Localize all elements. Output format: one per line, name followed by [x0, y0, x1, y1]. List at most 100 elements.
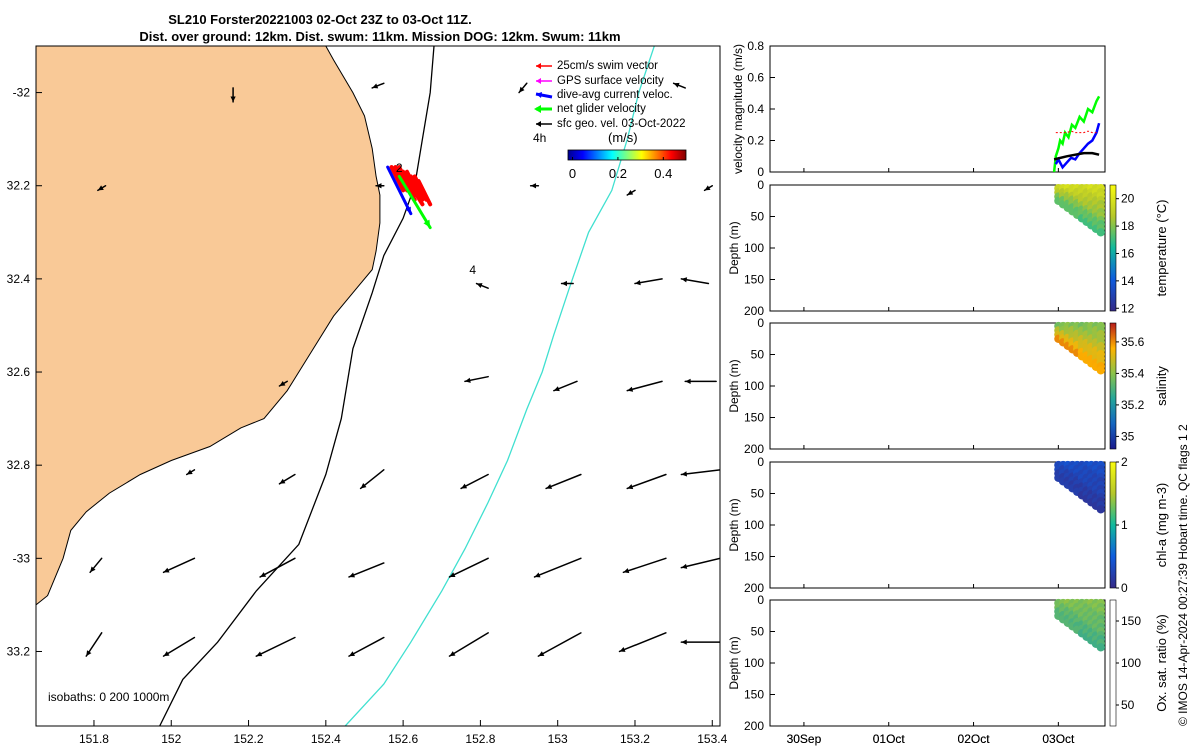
geo-vector-22-shaft	[545, 473, 582, 490]
panel-3-colorbar-label: salinity	[1154, 366, 1169, 406]
panel-3-scatter	[1054, 321, 1106, 375]
panel-4-y-tick-label-2: 100	[744, 518, 764, 532]
panel-2-y-tick-label-1: 50	[751, 210, 765, 224]
geo-vector-11	[634, 278, 663, 286]
map-legend: 25cm/s swim vector GPS surface velocity …	[533, 60, 687, 181]
panel-4-y-label: Depth (m)	[727, 498, 741, 551]
geo-vector-39-shaft	[618, 632, 667, 653]
geo-vector-33-head	[86, 650, 92, 657]
geo-vector-18-head	[186, 469, 193, 475]
legend-arrowhead-dive	[536, 92, 542, 98]
map-cbar-tick-label-2: 0.4	[654, 166, 672, 181]
panel-5-x-tick-label-1: 01Oct	[873, 732, 906, 746]
swim-vector-9-shaft	[408, 183, 425, 207]
panel-3-cbar-tick-label-2: 35.4	[1121, 366, 1145, 380]
geo-vector-32-head	[681, 563, 688, 569]
panel-4-colorbar	[1109, 461, 1117, 589]
panel-2-y-tick-label-2: 100	[744, 241, 764, 255]
track-label-1: 4	[469, 263, 476, 277]
map-x-tick-label-6: 153	[548, 732, 568, 746]
map-x-tick-label-4: 152.6	[388, 732, 418, 746]
geo-vector-28-shaft	[348, 562, 385, 578]
swim-vector-5-head	[419, 195, 423, 200]
panel-3-colorbar	[1109, 322, 1117, 450]
dive-average-current-vectors	[386, 165, 413, 216]
panel-4-cbar-tick-label-0: 0	[1121, 581, 1128, 595]
geo-vector-23-head	[627, 484, 634, 490]
map-y-tick-label-0: -32	[13, 86, 31, 100]
velocity-series-1	[1054, 122, 1101, 170]
legend-arrowhead-gps	[536, 78, 541, 84]
title-line-1: SL210 Forster20221003 02-Oct 23Z to 03-O…	[168, 12, 472, 27]
geo-vector-11-head	[634, 280, 641, 286]
panel-4-cbar-tick-label-1: 1	[1121, 518, 1128, 532]
dive-vector-0-head	[405, 206, 411, 214]
swim-vector-0-head	[399, 186, 404, 191]
geo-vector-39-head	[619, 647, 626, 652]
geo-vector-18	[185, 469, 196, 476]
legend-entry-dive: dive-avg current veloc.	[535, 89, 673, 101]
geo-vector-31	[622, 557, 667, 574]
geo-vector-21	[460, 473, 489, 490]
geo-vector-30-shaft	[533, 557, 582, 578]
geo-vector-9	[475, 282, 489, 289]
panel-1-x-tick-label-2: 02Oct	[958, 732, 991, 746]
geo-vector-38	[537, 632, 582, 657]
geo-vector-0	[230, 87, 236, 103]
panel-4-y-tick-label-0: 0	[757, 455, 764, 469]
geo-vector-34-head	[163, 651, 170, 657]
panel-5-y-tick-label-2: 100	[744, 656, 764, 670]
map-y-tick-label-1: 32.2	[7, 179, 31, 193]
geo-vector-12	[680, 277, 710, 285]
track-label-0: 2	[396, 161, 403, 175]
velocity-series-2	[1053, 151, 1100, 161]
geo-vector-22-head	[546, 484, 553, 489]
panel-1-y-tick-label-1: 0.2	[747, 134, 764, 148]
panel-1-y-tick-label-3: 0.6	[747, 71, 764, 85]
panel-5-cbar-tick-label-1: 100	[1121, 656, 1141, 670]
geo-vector-1	[371, 82, 385, 89]
map-x-tick-label-1: 152	[161, 732, 181, 746]
map-x-axis: 151.8 152 152.2 152.4 152.6 152.8 153 153.2 153.…	[79, 720, 728, 746]
geo-vector-40	[680, 639, 720, 645]
legend-arrowhead-net	[534, 105, 541, 113]
panel-4-point-9-11	[1096, 505, 1106, 514]
panel-5-y-tick-label-0: 0	[757, 593, 764, 607]
panel-4-cbar-tick-label-2: 2	[1121, 455, 1128, 469]
panel-2-colorbar-label: temperature (°C)	[1154, 200, 1169, 297]
net-vector-0-head	[423, 219, 431, 228]
panel-1-y-label: velocity magnitude (m/s)	[731, 44, 745, 174]
geo-vector-40-head	[681, 639, 687, 645]
dive-vector-0	[386, 165, 413, 216]
map-x-tick-label-2: 152.2	[234, 732, 264, 746]
panel-2-y-tick-label-0: 0	[757, 178, 764, 192]
map-y-tick-label-5: -33	[13, 551, 31, 565]
isobaths-label: isobaths: 0 200 1000m	[48, 690, 169, 704]
legend-label-swim: 25cm/s swim vector	[557, 60, 658, 72]
geo-vector-24	[680, 469, 720, 477]
panel-3-cbar-tick-label-0: 35	[1121, 429, 1135, 443]
map-y-tick-label-3: 32.6	[7, 365, 31, 379]
geo-vector-25-head	[90, 566, 96, 573]
net-vector-0-shaft	[397, 174, 432, 230]
panel-1-frame	[769, 45, 1106, 173]
geo-vector-38-head	[538, 651, 545, 657]
swim-vector-0-shaft	[389, 165, 406, 193]
geo-vector-36	[348, 636, 385, 657]
panel-3-y-tick-label-0: 0	[757, 316, 764, 330]
geo-vector-4	[97, 184, 107, 192]
geo-vector-27-head	[260, 572, 267, 577]
geo-vector-2-head	[519, 86, 525, 93]
panel-5-colorbar	[1109, 599, 1117, 727]
geo-vector-26	[162, 557, 196, 574]
net-glider-velocity-vectors	[397, 174, 432, 230]
geo-vector-35-head	[256, 651, 263, 657]
panel-1-y-tick-label-2: 0.4	[747, 102, 764, 116]
panel-2-y-label: Depth (m)	[727, 221, 741, 274]
geo-vector-22	[545, 473, 582, 490]
panel-4-y-tick-label-3: 150	[744, 550, 764, 564]
panel-4-scatter	[1054, 460, 1106, 514]
geo-vector-16	[626, 380, 663, 392]
isobath-1000m	[344, 46, 655, 726]
